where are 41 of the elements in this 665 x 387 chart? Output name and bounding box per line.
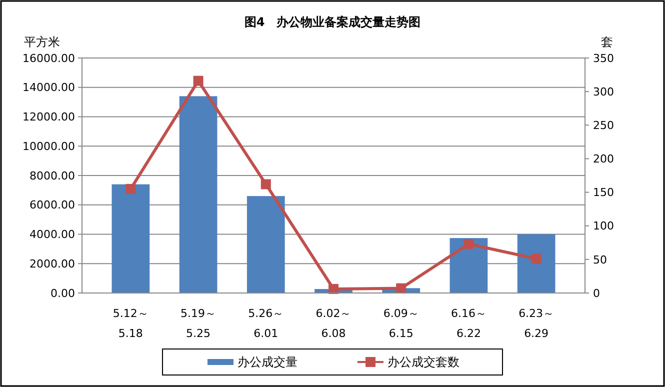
y-tick-label: 8000.00 <box>30 169 75 182</box>
bar <box>179 96 218 293</box>
y2-tick-label: 0 <box>593 286 600 300</box>
x-tick-label: 5.19～ 5.25 <box>180 307 216 340</box>
y-axis-title: 平方米 <box>24 35 60 49</box>
point <box>328 284 338 294</box>
x-tick-label: 6.16～ 6.22 <box>450 307 486 340</box>
x-tick-label: 6.02～ 6.08 <box>316 307 352 340</box>
y2-tick-label: 100 <box>593 220 614 233</box>
point <box>260 179 271 190</box>
y2-tick-label: 50 <box>593 253 607 266</box>
legend-label: 办公成交套数 <box>388 355 460 370</box>
y-tick-label: 14000.00 <box>22 81 75 94</box>
y-tick-label: 16000.00 <box>22 52 75 65</box>
bar <box>517 234 556 293</box>
point <box>396 283 406 294</box>
bar <box>246 196 285 293</box>
point <box>126 184 136 194</box>
y-tick-label: 10000.00 <box>22 140 75 153</box>
y-tick-label: 4000.00 <box>30 228 75 242</box>
legend-label: 办公成交量 <box>238 355 298 370</box>
x-tick-label: 6.09～ 6.15 <box>383 307 419 340</box>
y2-tick-label: 300 <box>593 85 614 98</box>
y2-tick-label: 200 <box>593 152 614 166</box>
y2-tick-label: 250 <box>593 118 614 132</box>
point <box>193 76 204 86</box>
point <box>531 254 542 264</box>
chart-title: 图4 办公物业备案成交量走势图 <box>244 15 421 29</box>
y-tick-label: 12000.00 <box>22 110 75 124</box>
bar <box>450 238 488 293</box>
y-tick-label: 2000.00 <box>30 257 75 270</box>
x-tick-label: 6.23～ 6.29 <box>518 307 554 340</box>
y-tick-label: 0.00 <box>50 286 75 300</box>
y2-tick-label: 150 <box>593 186 614 200</box>
y-tick-label: 6000.00 <box>30 198 75 212</box>
x-tick-label: 5.12～ 5.18 <box>112 307 148 340</box>
bar <box>112 184 150 293</box>
x-tick-label: 5.26～ 6.01 <box>248 307 284 340</box>
y2-tick-label: 350 <box>593 52 614 65</box>
y2-axis-title: 套 <box>601 35 613 49</box>
point <box>464 238 474 249</box>
